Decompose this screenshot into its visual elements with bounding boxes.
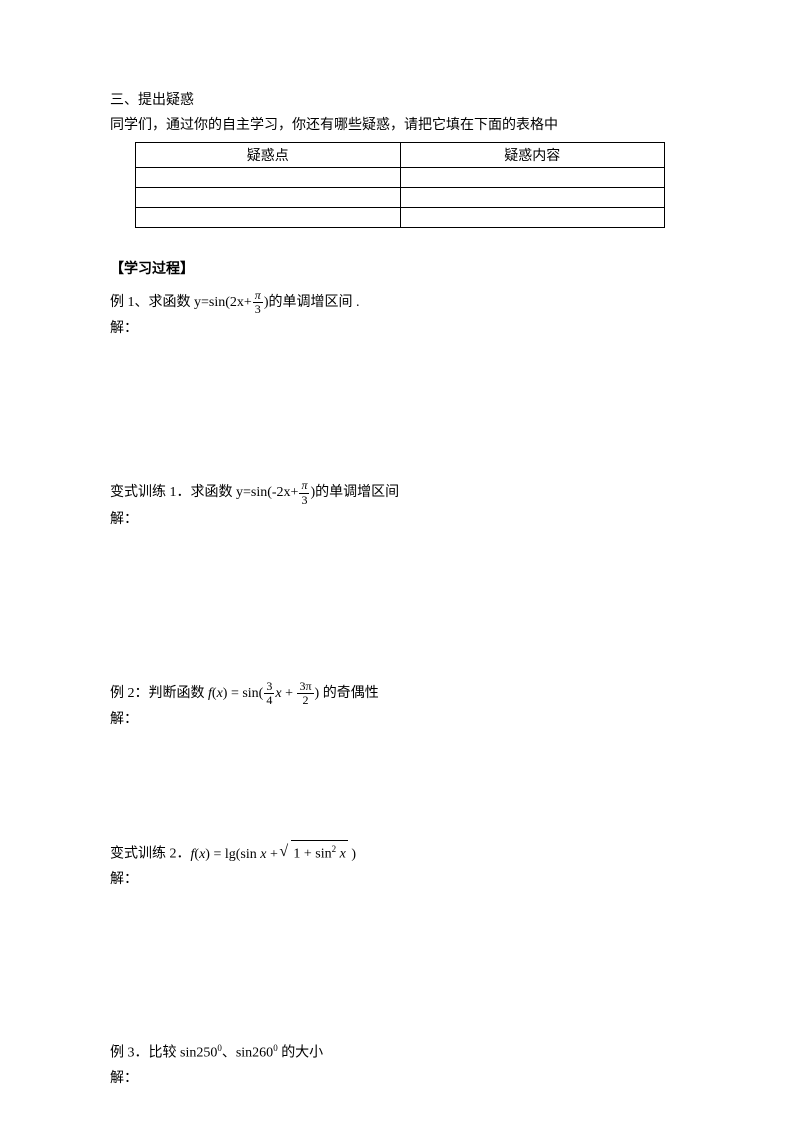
- cell-point-3: [136, 208, 401, 228]
- variant-2: 变式训练 2．f(x) = lg(sin x + 1 + sin2 x ): [110, 840, 690, 867]
- cell-content-1: [400, 168, 665, 188]
- frac-den: 3: [253, 303, 263, 316]
- sqrt-expr: 1 + sin2 x: [281, 840, 347, 867]
- header-doubt-point: 疑惑点: [136, 143, 401, 168]
- cell-content-3: [400, 208, 665, 228]
- variant-1-prefix: 变式训练 1．求函数 y=sin(-2x+: [110, 485, 298, 500]
- paren-close: ): [348, 847, 356, 862]
- example-2-solution: 解：: [110, 709, 690, 730]
- table-header-row: 疑惑点 疑惑内容: [136, 143, 665, 168]
- frac-num: 3π: [297, 680, 313, 694]
- variant-1-solution: 解：: [110, 509, 690, 530]
- doubt-table: 疑惑点 疑惑内容: [135, 142, 665, 228]
- table-row: [136, 168, 665, 188]
- fraction-pi-3: π3: [299, 479, 309, 506]
- frac-num: 3: [264, 680, 274, 694]
- example-3-suffix: 的大小: [278, 1046, 324, 1061]
- example-1-solution: 解：: [110, 318, 690, 339]
- sqrt-inner-2: x: [336, 847, 346, 862]
- example-2: 例 2：判断函数 f(x) = sin(34x + 3π2) 的奇偶性: [110, 680, 690, 707]
- frac-den: 2: [297, 694, 313, 707]
- equals-sin: = sin(: [227, 686, 263, 701]
- plus: +: [282, 686, 297, 701]
- section-3-intro: 同学们，通过你的自主学习，你还有哪些疑惑，请把它填在下面的表格中: [110, 115, 690, 136]
- frac-den: 4: [264, 694, 274, 707]
- cell-point-1: [136, 168, 401, 188]
- variant-1-suffix: )的单调增区间: [310, 485, 399, 500]
- frac-den: 3: [299, 494, 309, 507]
- example-2-suffix: 的奇偶性: [319, 686, 379, 701]
- variant-1: 变式训练 1．求函数 y=sin(-2x+π3)的单调增区间: [110, 479, 690, 506]
- fraction-3-4: 34: [264, 680, 274, 707]
- table-row: [136, 188, 665, 208]
- fraction-pi-3: π3: [253, 289, 263, 316]
- sqrt-inner-1: 1 + sin: [293, 847, 331, 862]
- table-row: [136, 208, 665, 228]
- variant-2-solution: 解：: [110, 869, 690, 890]
- variant-2-prefix: 变式训练 2．: [110, 847, 191, 862]
- equals-lg: = lg(sin: [210, 847, 260, 862]
- cell-content-2: [400, 188, 665, 208]
- example-1-prefix: 例 1、求函数 y=sin(2x+: [110, 295, 252, 310]
- section-3-heading: 三、提出疑惑: [110, 90, 690, 111]
- example-3-prefix: 例 3．比较 sin250: [110, 1046, 217, 1061]
- example-2-prefix: 例 2：判断函数: [110, 686, 208, 701]
- example-3-solution: 解：: [110, 1068, 690, 1089]
- cell-point-2: [136, 188, 401, 208]
- fraction-3pi-2: 3π2: [297, 680, 313, 707]
- frac-num: π: [253, 289, 263, 303]
- header-doubt-content: 疑惑内容: [400, 143, 665, 168]
- example-3-middle: 、sin260: [222, 1046, 273, 1061]
- frac-num: π: [299, 479, 309, 493]
- learning-process-heading: 【学习过程】: [110, 258, 690, 279]
- example-1-suffix: )的单调增区间 .: [264, 295, 360, 310]
- example-1: 例 1、求函数 y=sin(2x+π3)的单调增区间 .: [110, 289, 690, 316]
- example-3: 例 3．比较 sin2500、sin2600 的大小: [110, 1040, 690, 1066]
